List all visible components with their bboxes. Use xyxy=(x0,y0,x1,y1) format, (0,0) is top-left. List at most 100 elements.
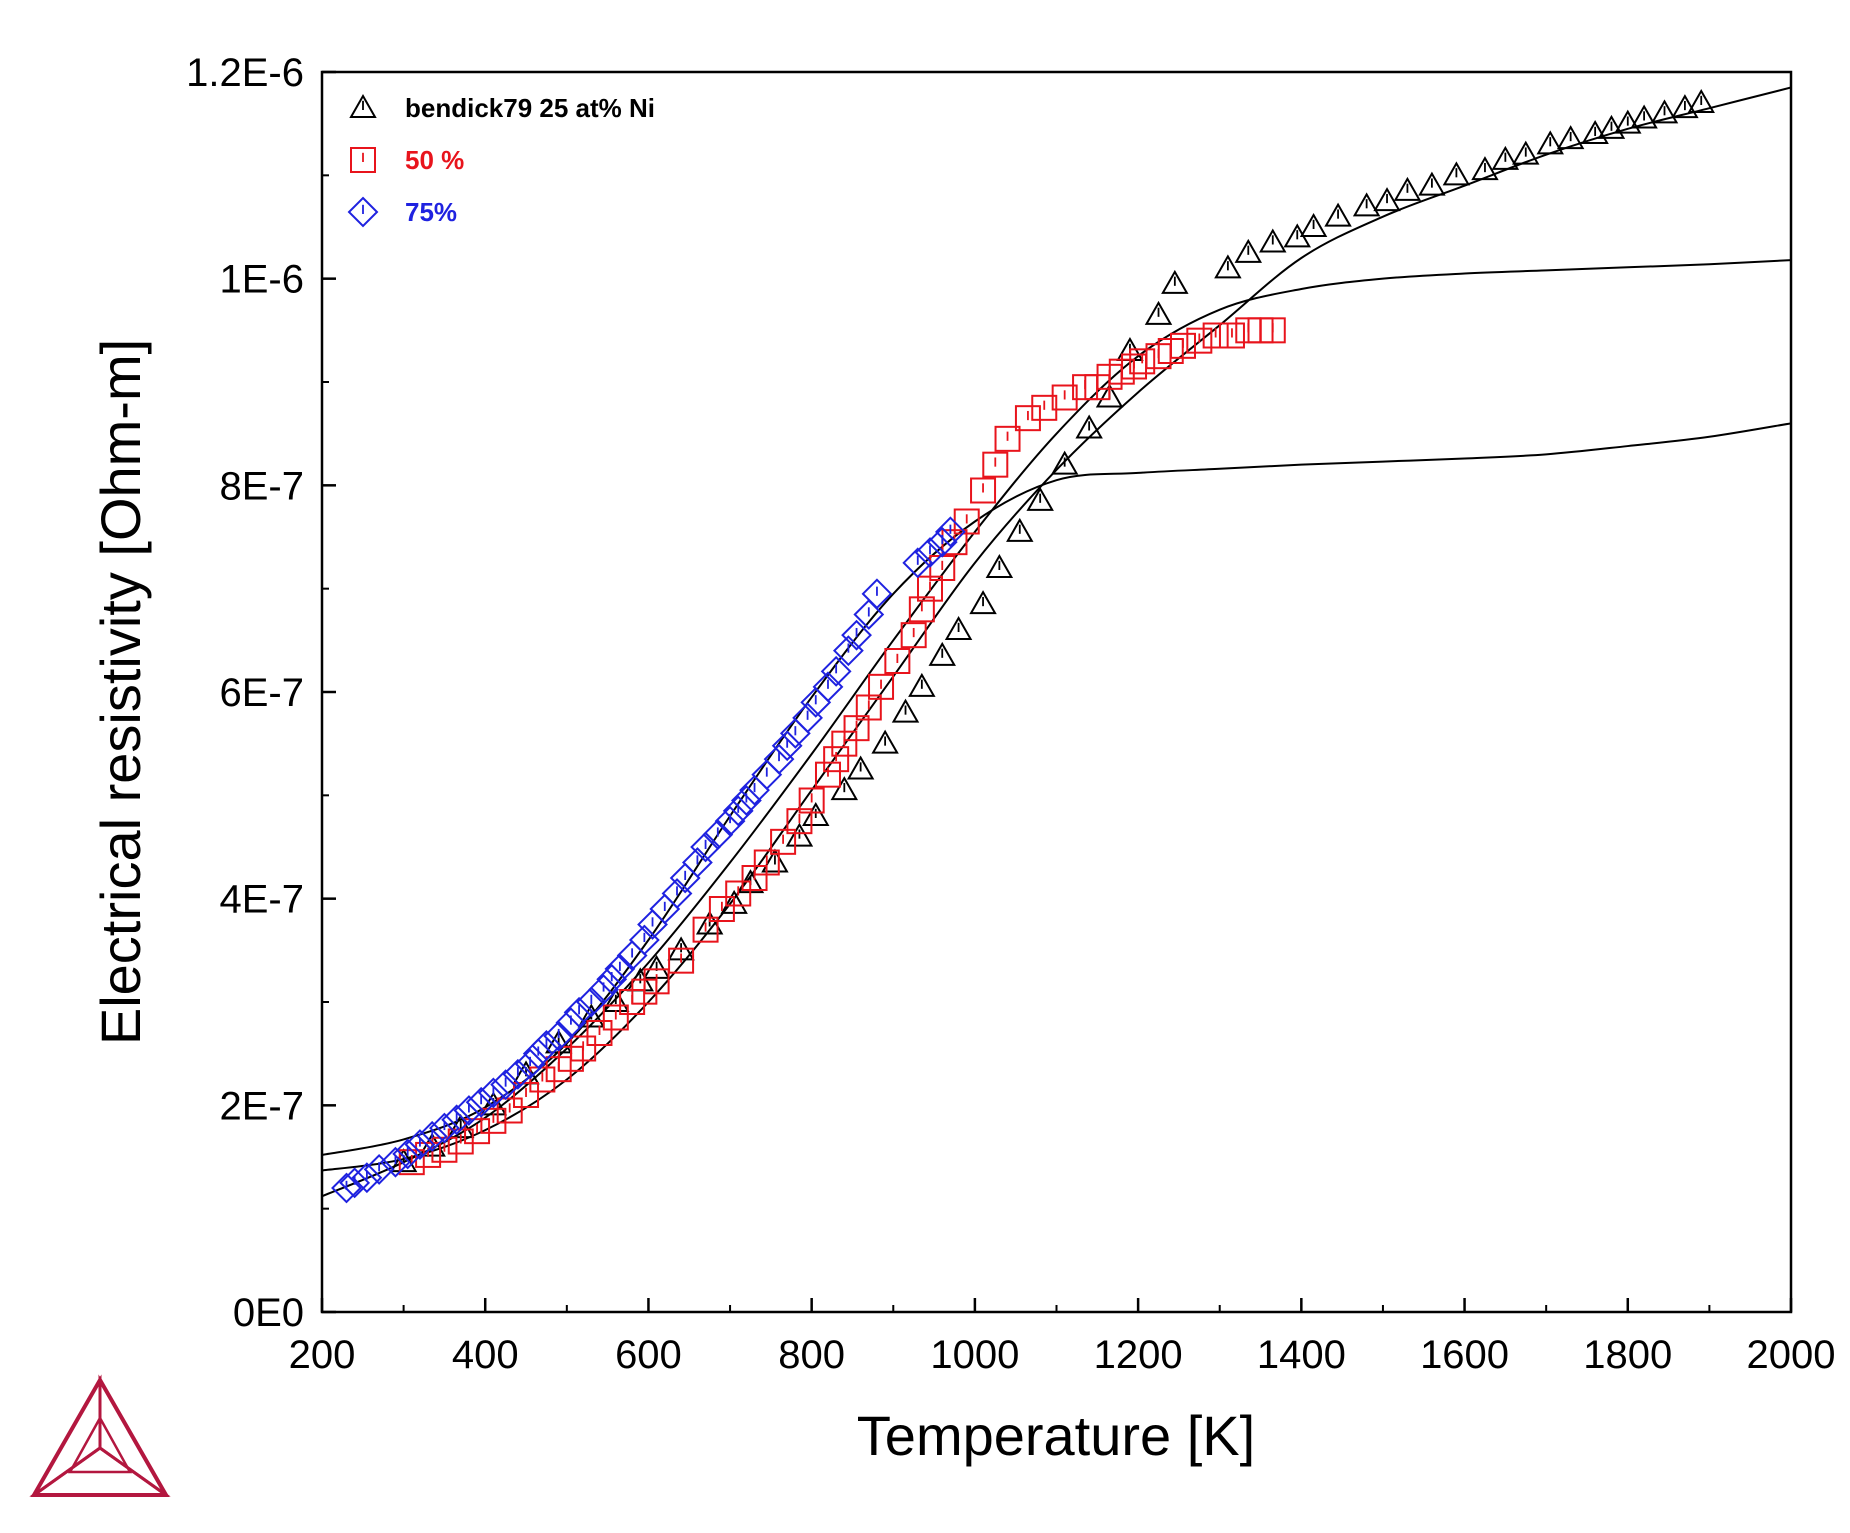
data-point xyxy=(1259,228,1287,253)
data-point xyxy=(1050,450,1079,475)
data-point xyxy=(1556,125,1585,150)
data-point xyxy=(1581,119,1609,144)
y-tick-label: 6E-7 xyxy=(220,671,305,715)
data-point xyxy=(502,1058,534,1090)
x-tick-label: 1000 xyxy=(930,1333,1019,1377)
data-point xyxy=(753,849,780,876)
data-point xyxy=(832,635,864,667)
data-point xyxy=(1512,140,1540,165)
data-point xyxy=(900,622,927,649)
legend-label: 75% xyxy=(405,197,457,227)
data-markers xyxy=(331,88,1715,1204)
data-point xyxy=(1597,114,1626,139)
y-tick-label: 2E-7 xyxy=(220,1084,305,1128)
y-axis-title: Electrical resistivity [Ohm-m] xyxy=(89,339,152,1045)
data-point xyxy=(1299,212,1328,237)
data-point xyxy=(868,673,895,700)
data-point xyxy=(934,516,966,548)
legend: bendick79 25 at% Ni 50 % 75% xyxy=(347,93,655,228)
data-point xyxy=(1373,187,1401,212)
data-point xyxy=(982,451,1009,478)
data-point xyxy=(985,553,1014,578)
data-point xyxy=(708,896,735,922)
x-tick-label: 2000 xyxy=(1747,1333,1836,1377)
data-point xyxy=(1234,238,1263,263)
data-point xyxy=(496,1097,523,1124)
data-point xyxy=(884,648,911,674)
legend-label: 50 % xyxy=(405,145,464,175)
data-point xyxy=(830,776,859,801)
data-point xyxy=(575,986,607,1018)
legend-marker xyxy=(349,93,377,118)
data-point xyxy=(725,880,752,907)
data-point xyxy=(908,596,935,623)
model-curves xyxy=(322,86,1791,1198)
data-point xyxy=(914,537,946,568)
data-point xyxy=(392,1138,424,1170)
data-point xyxy=(1214,254,1242,279)
data-point xyxy=(820,655,852,687)
data-point xyxy=(763,743,795,775)
data-point xyxy=(464,1118,491,1145)
data-point xyxy=(812,671,844,703)
x-tick-label: 1800 xyxy=(1583,1333,1672,1377)
data-point xyxy=(1031,394,1058,421)
x-tick-label: 1200 xyxy=(1094,1333,1183,1377)
data-point xyxy=(543,1020,575,1052)
data-point xyxy=(563,996,595,1028)
data-point xyxy=(861,578,893,610)
data-point xyxy=(441,1104,473,1136)
data-point xyxy=(586,1020,613,1046)
data-point xyxy=(490,1069,522,1101)
y-axis: 0E0 2E-7 4E-7 6E-7 8E-7 1E-6 1.2E-6 xyxy=(186,51,336,1335)
data-point xyxy=(871,729,899,754)
data-point xyxy=(1418,171,1446,196)
y-tick-label: 1.2E-6 xyxy=(186,51,304,95)
x-axis-title: Temperature [K] xyxy=(857,1404,1255,1467)
data-point xyxy=(643,968,670,995)
data-point xyxy=(616,940,648,971)
data-point xyxy=(1491,145,1520,170)
data-point xyxy=(1161,269,1189,294)
data-point xyxy=(602,1004,629,1031)
data-point xyxy=(1650,99,1679,124)
data-point xyxy=(1006,517,1034,542)
series-3 xyxy=(331,516,966,1204)
data-point xyxy=(1026,486,1054,511)
x-tick-label: 800 xyxy=(778,1333,845,1377)
model-curve xyxy=(322,86,1791,1172)
x-axis: 200 400 600 800 1000 1200 1400 1600 1800 2000 xyxy=(289,1298,1836,1377)
legend-marker xyxy=(347,196,379,228)
data-point xyxy=(944,615,973,640)
data-point xyxy=(681,847,713,878)
data-point xyxy=(628,924,660,956)
data-point xyxy=(969,590,997,615)
data-point xyxy=(891,698,920,723)
data-point xyxy=(702,819,734,851)
y-tick-label: 8E-7 xyxy=(220,464,305,508)
data-point xyxy=(722,795,754,827)
y-tick-label: 0E0 xyxy=(233,1291,304,1335)
data-point xyxy=(522,1038,554,1070)
data-point xyxy=(1144,300,1173,325)
data-point xyxy=(1186,327,1213,354)
data-point xyxy=(770,828,797,855)
data-point xyxy=(531,1029,562,1061)
data-point xyxy=(690,831,721,863)
data-point xyxy=(970,477,997,504)
data-point xyxy=(668,947,695,974)
y-tick-label: 4E-7 xyxy=(220,878,305,922)
y-tick-label: 1E-6 xyxy=(220,258,305,302)
data-point xyxy=(661,878,693,909)
data-point xyxy=(1671,94,1699,119)
data-point xyxy=(994,425,1021,452)
data-point xyxy=(570,1035,597,1062)
data-point xyxy=(480,1107,507,1134)
data-point xyxy=(761,848,789,873)
legend-marker xyxy=(350,147,376,173)
data-point xyxy=(1324,202,1352,227)
data-point xyxy=(1202,322,1229,349)
data-point xyxy=(1614,109,1642,134)
data-point xyxy=(908,672,936,697)
